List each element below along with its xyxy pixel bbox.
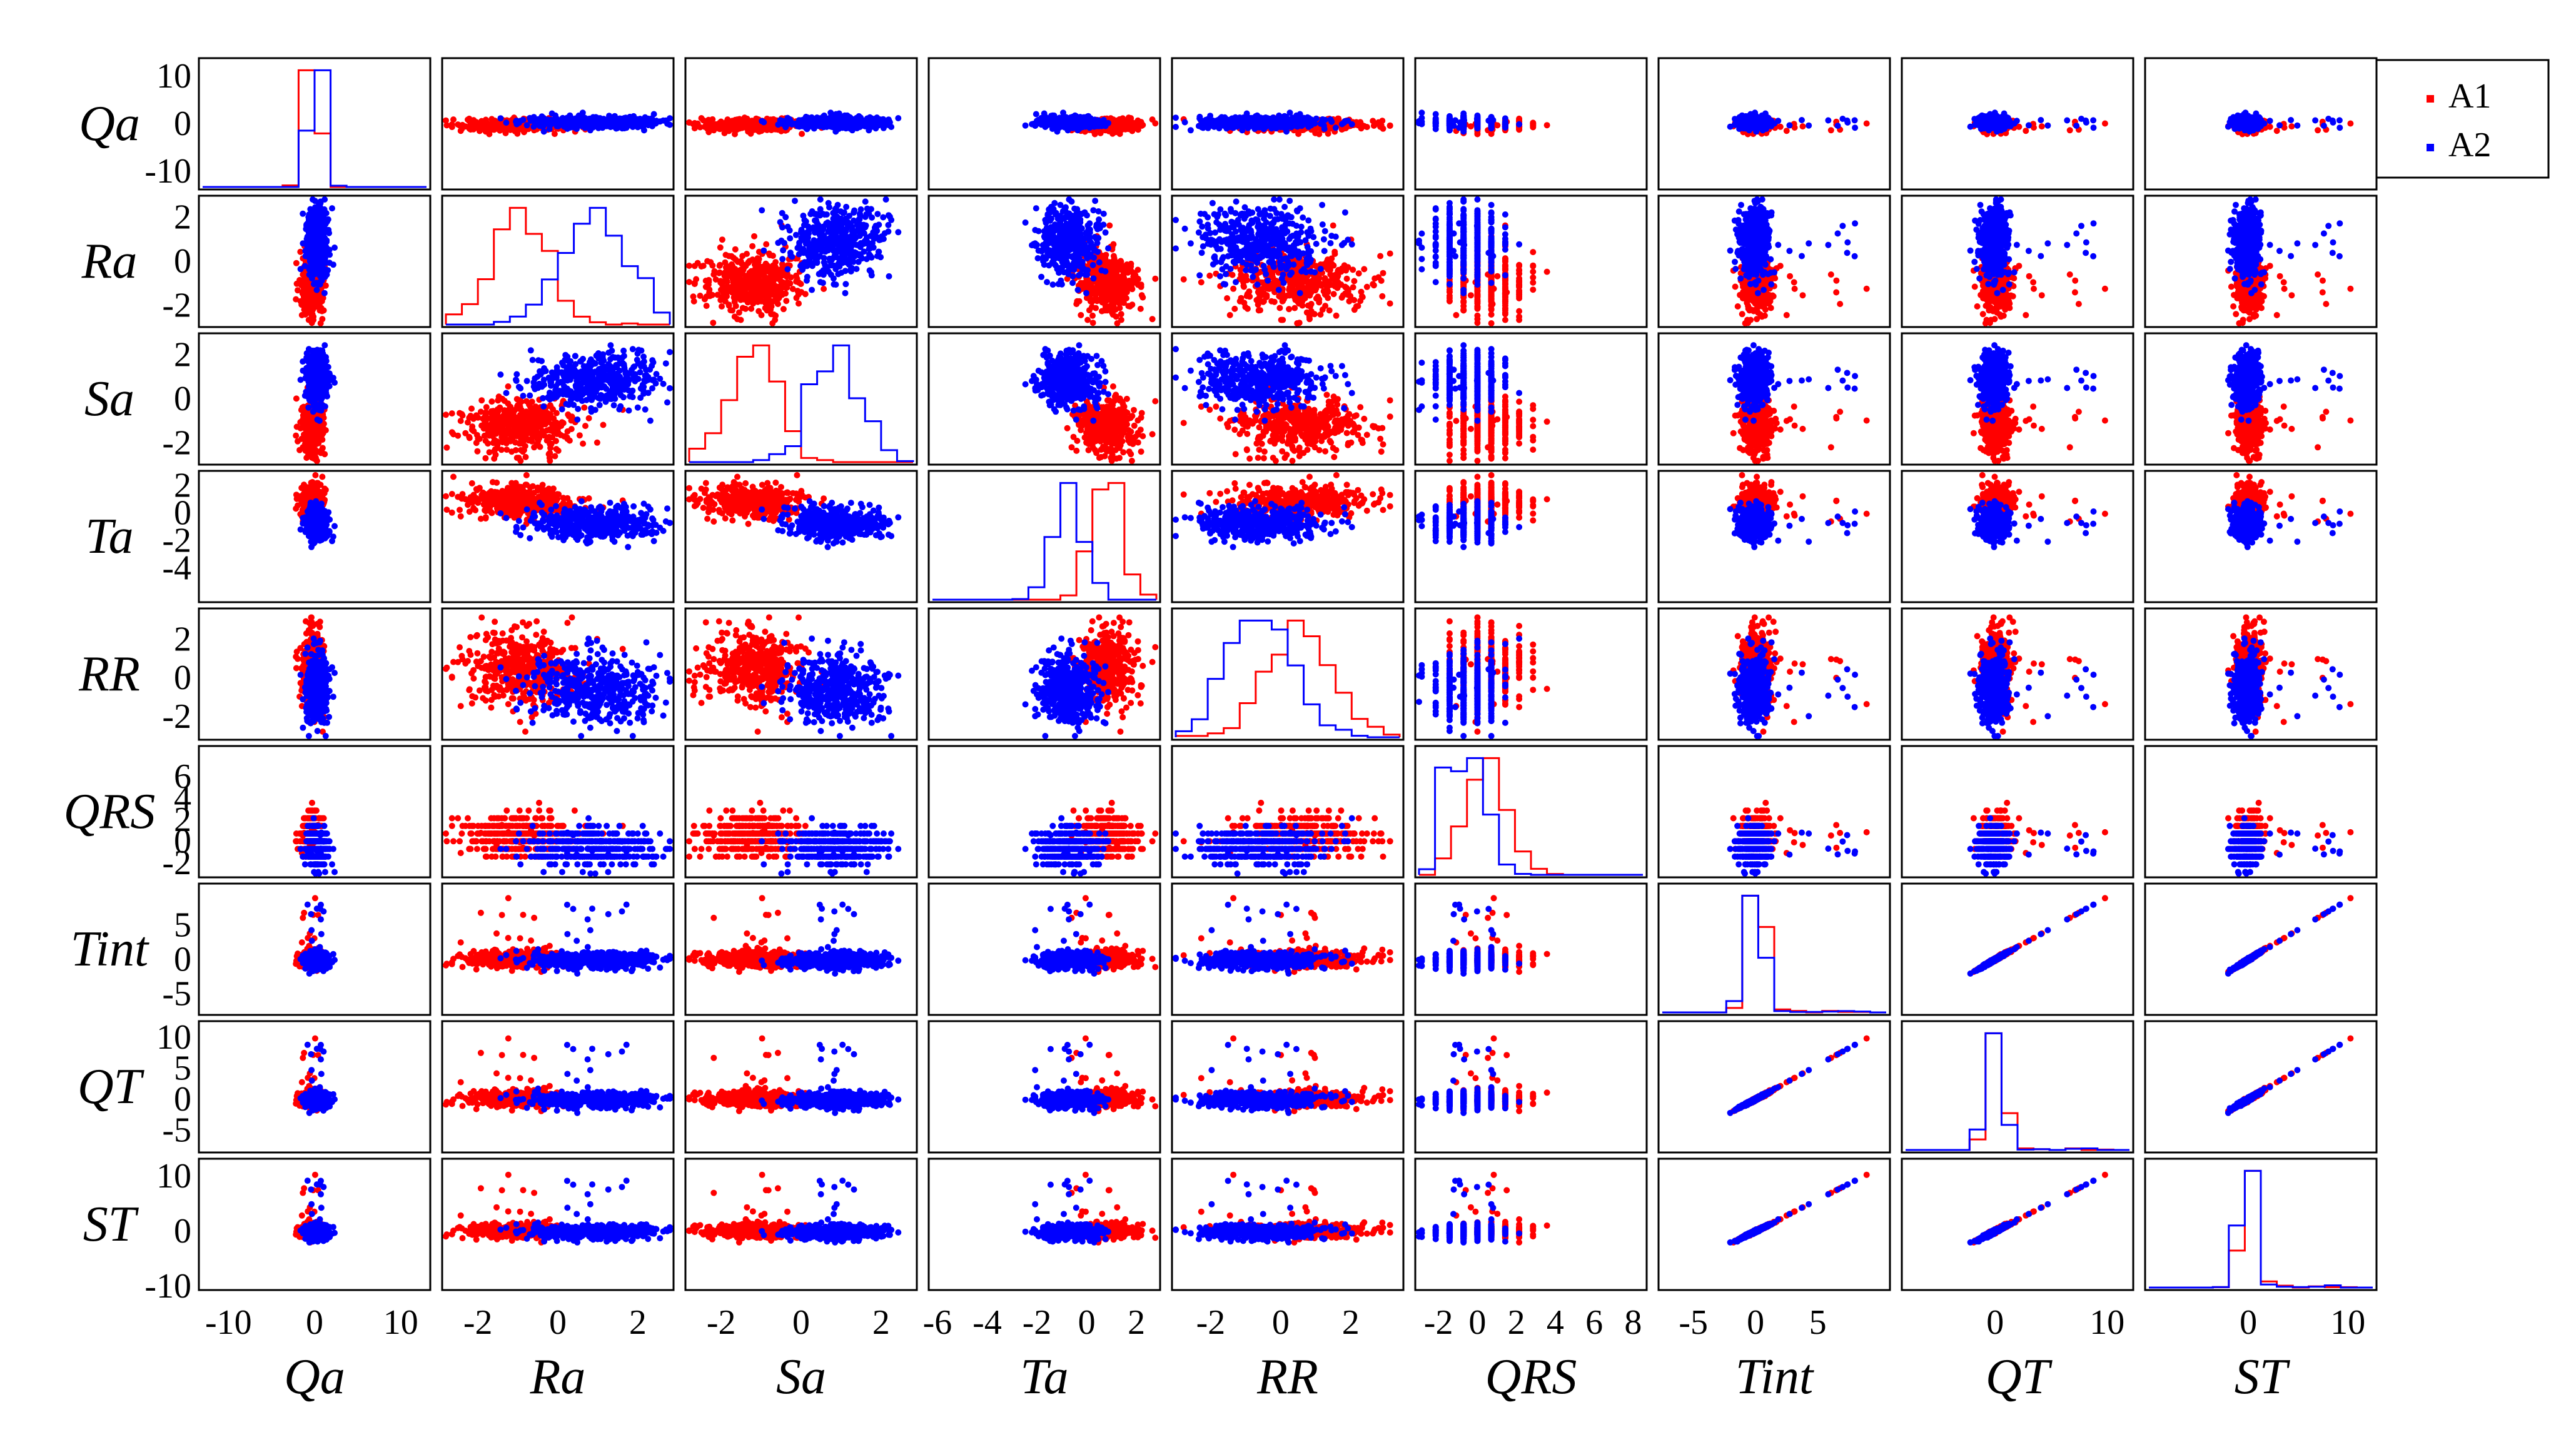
- panel-qa-ra: [442, 58, 674, 189]
- data-point: [468, 126, 474, 133]
- data-point: [465, 116, 471, 123]
- panels-layer: [199, 58, 2376, 1290]
- scatter-matrix-chart: 100-10Qa20-2Ra20-2Sa20-2-4Ta20-2RR6420-2…: [0, 0, 2576, 1432]
- panel-qa-qa: [199, 58, 430, 189]
- data-point: [458, 128, 464, 134]
- data-point: [443, 118, 449, 124]
- data-point: [449, 124, 455, 130]
- data-point: [493, 123, 500, 129]
- data-point: [450, 116, 457, 123]
- data-point: [552, 131, 558, 137]
- data-point: [651, 111, 657, 118]
- data-point: [478, 126, 484, 133]
- data-point: [486, 131, 492, 138]
- data-point: [457, 123, 463, 129]
- data-point: [503, 119, 510, 126]
